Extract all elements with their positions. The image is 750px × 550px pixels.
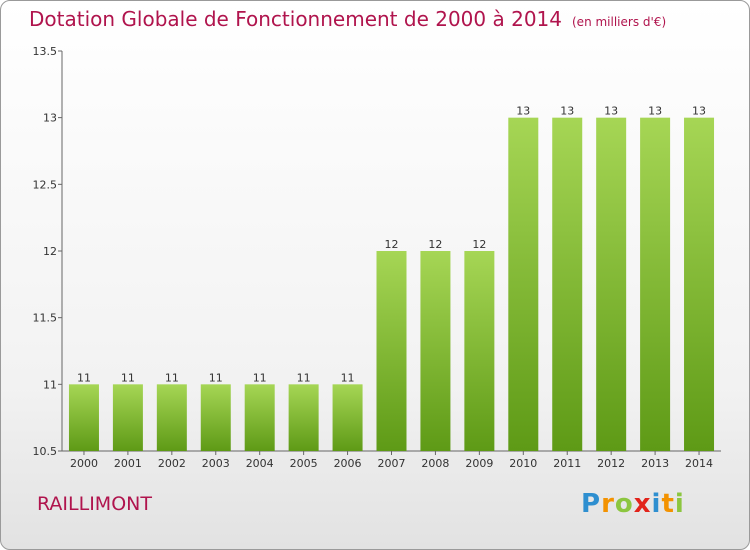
logo-letter: P: [581, 489, 602, 519]
x-tick-label: 2002: [158, 457, 186, 470]
x-tick-label: 2006: [334, 457, 362, 470]
logo-letter: o: [614, 489, 634, 519]
bar: [640, 117, 671, 452]
bar: [420, 251, 451, 451]
bar: [200, 384, 231, 451]
bar-value-label: 11: [253, 371, 267, 384]
x-tick-label: 2010: [509, 457, 537, 470]
bar-value-label: 13: [560, 105, 574, 118]
x-tick-label: 2000: [70, 457, 98, 470]
logo-letter: t: [661, 489, 675, 519]
bar-value-label: 12: [385, 238, 399, 251]
x-tick-label: 2008: [421, 457, 449, 470]
x-tick-label: 2013: [641, 457, 669, 470]
bar-value-label: 12: [428, 238, 442, 251]
y-tick-label: 10.5: [33, 445, 58, 458]
bar: [684, 117, 715, 452]
x-tick-label: 2001: [114, 457, 142, 470]
bar: [288, 384, 319, 451]
bar-value-label: 11: [77, 371, 91, 384]
x-tick-label: 2009: [465, 457, 493, 470]
y-tick-label: 12: [43, 245, 57, 258]
logo-letter: r: [601, 489, 615, 519]
x-tick-label: 2007: [378, 457, 406, 470]
x-tick-label: 2014: [685, 457, 713, 470]
y-tick-label: 12.5: [33, 178, 58, 191]
bar-value-label: 11: [341, 371, 355, 384]
bar: [552, 117, 583, 452]
bar: [112, 384, 143, 451]
bar-value-label: 11: [121, 371, 135, 384]
bar: [156, 384, 187, 451]
x-tick-label: 2004: [246, 457, 274, 470]
bar-value-label: 11: [209, 371, 223, 384]
logo-letter: i: [674, 489, 685, 519]
bar: [244, 384, 275, 451]
bar-value-label: 13: [604, 105, 618, 118]
bar-value-label: 11: [165, 371, 179, 384]
bar: [596, 117, 627, 452]
bar: [68, 384, 99, 451]
y-tick-label: 11.5: [33, 312, 58, 325]
x-tick-label: 2005: [290, 457, 318, 470]
logo-letter: i: [651, 489, 662, 519]
chart-unit: (en milliers d'€): [572, 15, 667, 29]
y-tick-label: 13.5: [33, 45, 58, 58]
bar-value-label: 12: [472, 238, 486, 251]
bar-value-label: 13: [516, 105, 530, 118]
bar: [332, 384, 363, 451]
bar-value-label: 11: [297, 371, 311, 384]
proxiti-logo: Proxiti: [581, 489, 685, 519]
x-tick-label: 2012: [597, 457, 625, 470]
x-tick-label: 2011: [553, 457, 581, 470]
bar: [376, 251, 407, 451]
chart-title: Dotation Globale de Fonctionnement de 20…: [29, 7, 666, 31]
chart-title-text: Dotation Globale de Fonctionnement de 20…: [29, 7, 562, 31]
bar-value-label: 13: [648, 105, 662, 118]
bar: [508, 117, 539, 452]
y-tick-label: 13: [43, 112, 57, 125]
commune-name: RAILLIMONT: [37, 493, 152, 515]
bar: [464, 251, 495, 451]
y-tick-label: 11: [43, 378, 57, 391]
x-tick-label: 2003: [202, 457, 230, 470]
logo-letter: x: [633, 489, 652, 519]
bar-value-label: 13: [692, 105, 706, 118]
